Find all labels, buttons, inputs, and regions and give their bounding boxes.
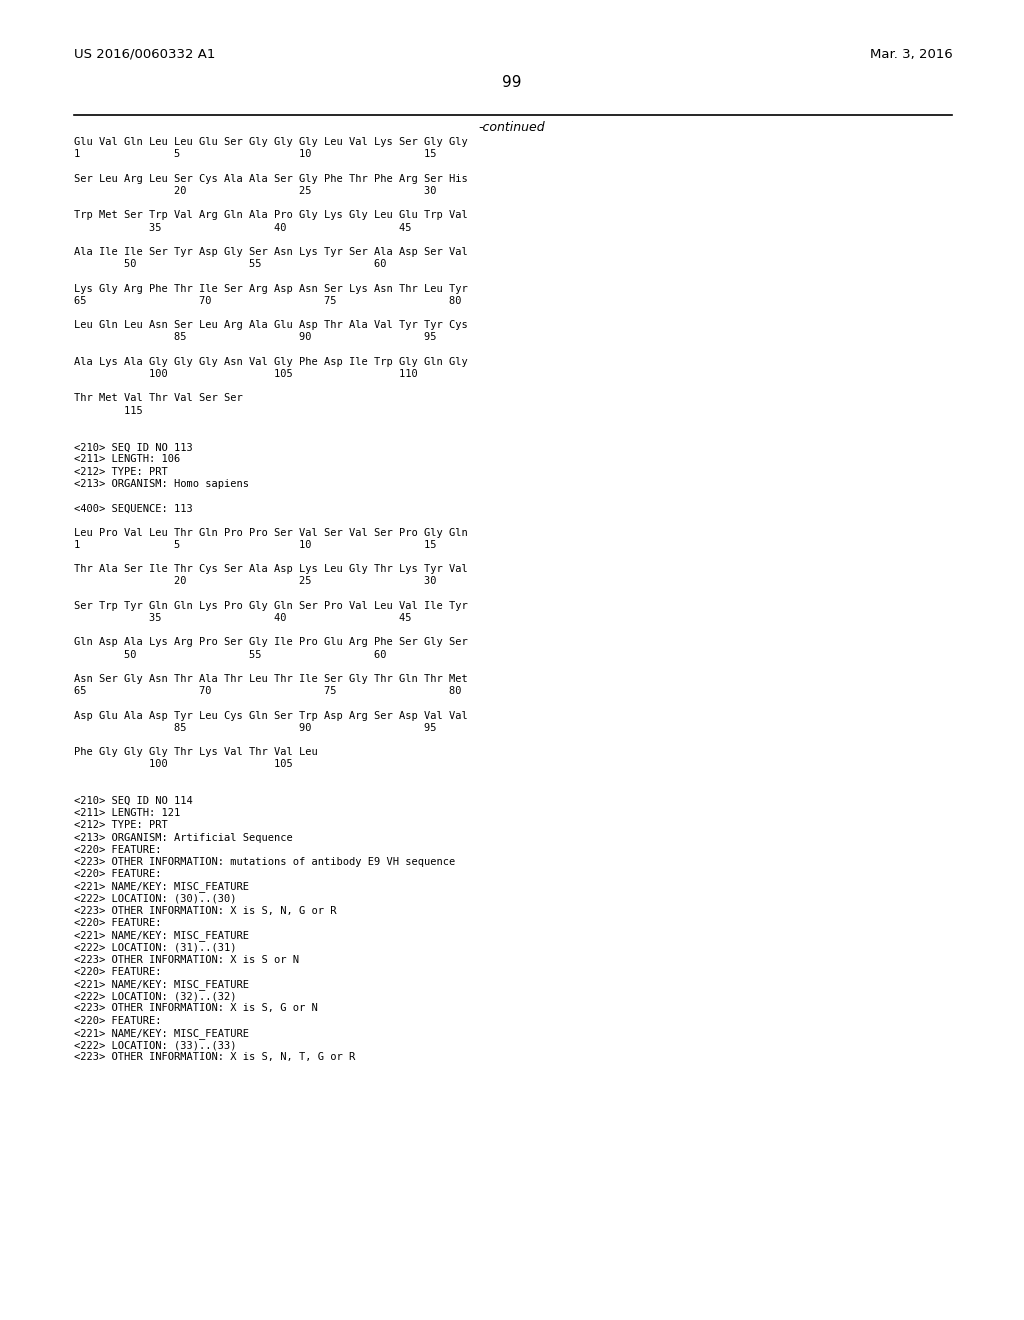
Text: Thr Met Val Thr Val Ser Ser: Thr Met Val Thr Val Ser Ser <box>74 393 243 404</box>
Text: 99: 99 <box>502 75 522 90</box>
Text: 115: 115 <box>74 405 142 416</box>
Text: <220> FEATURE:: <220> FEATURE: <box>74 870 161 879</box>
Text: Thr Ala Ser Ile Thr Cys Ser Ala Asp Lys Leu Gly Thr Lys Tyr Val: Thr Ala Ser Ile Thr Cys Ser Ala Asp Lys … <box>74 564 468 574</box>
Text: 50                  55                  60: 50 55 60 <box>74 259 386 269</box>
Text: 1               5                   10                  15: 1 5 10 15 <box>74 149 436 160</box>
Text: Ala Lys Ala Gly Gly Gly Asn Val Gly Phe Asp Ile Trp Gly Gln Gly: Ala Lys Ala Gly Gly Gly Asn Val Gly Phe … <box>74 356 468 367</box>
Text: Phe Gly Gly Gly Thr Lys Val Thr Val Leu: Phe Gly Gly Gly Thr Lys Val Thr Val Leu <box>74 747 317 758</box>
Text: <222> LOCATION: (31)..(31): <222> LOCATION: (31)..(31) <box>74 942 237 953</box>
Text: <223> OTHER INFORMATION: X is S or N: <223> OTHER INFORMATION: X is S or N <box>74 954 299 965</box>
Text: 100                 105: 100 105 <box>74 759 293 770</box>
Text: 85                  90                  95: 85 90 95 <box>74 333 436 342</box>
Text: <400> SEQUENCE: 113: <400> SEQUENCE: 113 <box>74 503 193 513</box>
Text: Ser Leu Arg Leu Ser Cys Ala Ala Ser Gly Phe Thr Phe Arg Ser His: Ser Leu Arg Leu Ser Cys Ala Ala Ser Gly … <box>74 174 468 183</box>
Text: 65                  70                  75                  80: 65 70 75 80 <box>74 296 461 306</box>
Text: 50                  55                  60: 50 55 60 <box>74 649 386 660</box>
Text: <223> OTHER INFORMATION: mutations of antibody E9 VH sequence: <223> OTHER INFORMATION: mutations of an… <box>74 857 455 867</box>
Text: US 2016/0060332 A1: US 2016/0060332 A1 <box>74 48 215 61</box>
Text: <222> LOCATION: (30)..(30): <222> LOCATION: (30)..(30) <box>74 894 237 904</box>
Text: <223> OTHER INFORMATION: X is S, N, G or R: <223> OTHER INFORMATION: X is S, N, G or… <box>74 906 336 916</box>
Text: <212> TYPE: PRT: <212> TYPE: PRT <box>74 821 168 830</box>
Text: <210> SEQ ID NO 113: <210> SEQ ID NO 113 <box>74 442 193 453</box>
Text: Glu Val Gln Leu Leu Glu Ser Gly Gly Gly Leu Val Lys Ser Gly Gly: Glu Val Gln Leu Leu Glu Ser Gly Gly Gly … <box>74 137 468 148</box>
Text: Lys Gly Arg Phe Thr Ile Ser Arg Asp Asn Ser Lys Asn Thr Leu Tyr: Lys Gly Arg Phe Thr Ile Ser Arg Asp Asn … <box>74 284 468 293</box>
Text: <221> NAME/KEY: MISC_FEATURE: <221> NAME/KEY: MISC_FEATURE <box>74 931 249 941</box>
Text: Trp Met Ser Trp Val Arg Gln Ala Pro Gly Lys Gly Leu Glu Trp Val: Trp Met Ser Trp Val Arg Gln Ala Pro Gly … <box>74 210 468 220</box>
Text: <221> NAME/KEY: MISC_FEATURE: <221> NAME/KEY: MISC_FEATURE <box>74 979 249 990</box>
Text: <220> FEATURE:: <220> FEATURE: <box>74 919 161 928</box>
Text: <212> TYPE: PRT: <212> TYPE: PRT <box>74 467 168 477</box>
Text: <213> ORGANISM: Artificial Sequence: <213> ORGANISM: Artificial Sequence <box>74 833 293 842</box>
Text: <213> ORGANISM: Homo sapiens: <213> ORGANISM: Homo sapiens <box>74 479 249 488</box>
Text: <222> LOCATION: (32)..(32): <222> LOCATION: (32)..(32) <box>74 991 237 1002</box>
Text: 20                  25                  30: 20 25 30 <box>74 577 436 586</box>
Text: 65                  70                  75                  80: 65 70 75 80 <box>74 686 461 696</box>
Text: <221> NAME/KEY: MISC_FEATURE: <221> NAME/KEY: MISC_FEATURE <box>74 882 249 892</box>
Text: <223> OTHER INFORMATION: X is S, G or N: <223> OTHER INFORMATION: X is S, G or N <box>74 1003 317 1014</box>
Text: <221> NAME/KEY: MISC_FEATURE: <221> NAME/KEY: MISC_FEATURE <box>74 1028 249 1039</box>
Text: Gln Asp Ala Lys Arg Pro Ser Gly Ile Pro Glu Arg Phe Ser Gly Ser: Gln Asp Ala Lys Arg Pro Ser Gly Ile Pro … <box>74 638 468 648</box>
Text: <210> SEQ ID NO 114: <210> SEQ ID NO 114 <box>74 796 193 807</box>
Text: <211> LENGTH: 106: <211> LENGTH: 106 <box>74 454 180 465</box>
Text: Mar. 3, 2016: Mar. 3, 2016 <box>869 48 952 61</box>
Text: Asn Ser Gly Asn Thr Ala Thr Leu Thr Ile Ser Gly Thr Gln Thr Met: Asn Ser Gly Asn Thr Ala Thr Leu Thr Ile … <box>74 675 468 684</box>
Text: <220> FEATURE:: <220> FEATURE: <box>74 845 161 855</box>
Text: Ser Trp Tyr Gln Gln Lys Pro Gly Gln Ser Pro Val Leu Val Ile Tyr: Ser Trp Tyr Gln Gln Lys Pro Gly Gln Ser … <box>74 601 468 611</box>
Text: 1               5                   10                  15: 1 5 10 15 <box>74 540 436 550</box>
Text: <220> FEATURE:: <220> FEATURE: <box>74 966 161 977</box>
Text: <211> LENGTH: 121: <211> LENGTH: 121 <box>74 808 180 818</box>
Text: 85                  90                  95: 85 90 95 <box>74 723 436 733</box>
Text: 35                  40                  45: 35 40 45 <box>74 612 412 623</box>
Text: -continued: -continued <box>478 121 546 135</box>
Text: <220> FEATURE:: <220> FEATURE: <box>74 1015 161 1026</box>
Text: Leu Pro Val Leu Thr Gln Pro Pro Ser Val Ser Val Ser Pro Gly Gln: Leu Pro Val Leu Thr Gln Pro Pro Ser Val … <box>74 528 468 537</box>
Text: Asp Glu Ala Asp Tyr Leu Cys Gln Ser Trp Asp Arg Ser Asp Val Val: Asp Glu Ala Asp Tyr Leu Cys Gln Ser Trp … <box>74 710 468 721</box>
Text: Leu Gln Leu Asn Ser Leu Arg Ala Glu Asp Thr Ala Val Tyr Tyr Cys: Leu Gln Leu Asn Ser Leu Arg Ala Glu Asp … <box>74 321 468 330</box>
Text: Ala Ile Ile Ser Tyr Asp Gly Ser Asn Lys Tyr Ser Ala Asp Ser Val: Ala Ile Ile Ser Tyr Asp Gly Ser Asn Lys … <box>74 247 468 257</box>
Text: <222> LOCATION: (33)..(33): <222> LOCATION: (33)..(33) <box>74 1040 237 1051</box>
Text: 100                 105                 110: 100 105 110 <box>74 370 418 379</box>
Text: 20                  25                  30: 20 25 30 <box>74 186 436 197</box>
Text: <223> OTHER INFORMATION: X is S, N, T, G or R: <223> OTHER INFORMATION: X is S, N, T, G… <box>74 1052 355 1063</box>
Text: 35                  40                  45: 35 40 45 <box>74 223 412 232</box>
